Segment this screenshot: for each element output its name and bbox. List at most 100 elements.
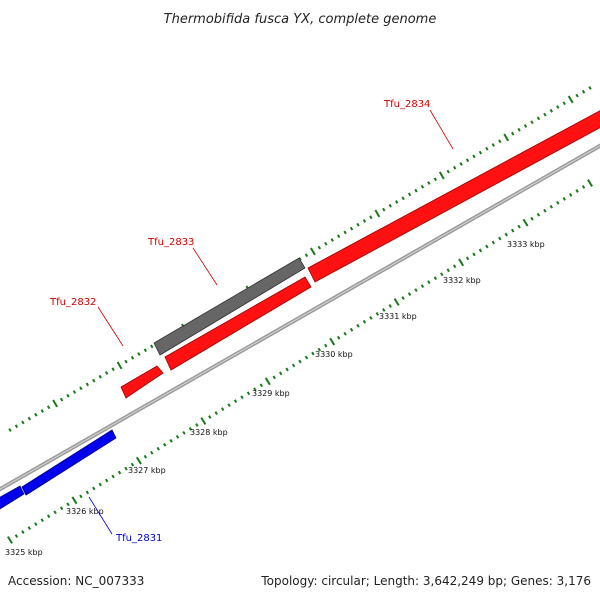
scale-tick bbox=[427, 181, 431, 185]
scale-tick bbox=[324, 343, 328, 348]
scale-tick bbox=[478, 248, 483, 253]
scale-label: 3333 kbp bbox=[507, 240, 545, 249]
scale-tick bbox=[52, 399, 59, 408]
scale-tick bbox=[478, 150, 483, 155]
scale-tick bbox=[259, 383, 264, 388]
map-title: Thermobifida fusca YX, complete genome bbox=[164, 12, 437, 27]
inner-tick-track bbox=[7, 179, 593, 544]
scale-tick bbox=[388, 304, 392, 308]
scale-tick bbox=[111, 367, 115, 372]
scale-tick bbox=[324, 241, 328, 246]
scale-tick bbox=[510, 228, 515, 233]
scale-tick bbox=[137, 352, 141, 356]
scale-tick bbox=[21, 530, 25, 534]
scale-tick bbox=[208, 415, 212, 419]
scale-tick bbox=[438, 171, 445, 180]
scale-tick bbox=[349, 327, 354, 332]
scale-label: 3330 kbp bbox=[315, 350, 353, 359]
scale-tick bbox=[504, 232, 508, 237]
scale-tick bbox=[581, 185, 586, 189]
scale-tick bbox=[46, 405, 51, 410]
scale-tick bbox=[27, 416, 32, 421]
scale-tick bbox=[503, 133, 510, 142]
scale-tick bbox=[40, 518, 44, 523]
scale-tick bbox=[162, 442, 167, 447]
scale-tick bbox=[420, 284, 425, 289]
scale-tick bbox=[343, 331, 347, 336]
scale-tick bbox=[53, 510, 57, 515]
scale-tick bbox=[362, 219, 367, 223]
scale-tick bbox=[349, 226, 354, 231]
scale-label: 3331 kbp bbox=[379, 312, 417, 321]
scale-tick bbox=[34, 522, 38, 527]
scale-tick bbox=[143, 454, 148, 459]
scale-tick bbox=[7, 536, 13, 544]
scale-tick bbox=[143, 348, 148, 353]
genome-summary-text: Topology: circular; Length: 3,642,249 bp… bbox=[261, 574, 591, 588]
scale-tick bbox=[575, 93, 579, 98]
scale-tick bbox=[156, 446, 160, 451]
scale-tick bbox=[14, 534, 19, 538]
scale-tick bbox=[227, 403, 231, 408]
scale-tick bbox=[458, 258, 465, 267]
scale-tick bbox=[465, 256, 470, 261]
gene-label-tfu-2831[interactable]: Tfu_2831 bbox=[115, 533, 162, 544]
scale-tick bbox=[188, 427, 193, 431]
scale-tick bbox=[317, 347, 322, 352]
scale-tick bbox=[34, 412, 38, 417]
scale-tick bbox=[568, 193, 573, 197]
scale-tick bbox=[491, 143, 496, 147]
scale-tick bbox=[343, 230, 347, 235]
scale-tick bbox=[240, 395, 244, 400]
gene-labels: Tfu_2831 Tfu_2832 Tfu_2833 Tfu_2834 bbox=[49, 99, 454, 544]
gene-feature-reverse-partial[interactable] bbox=[0, 485, 25, 512]
scale-tick bbox=[510, 131, 515, 136]
scale-tick bbox=[169, 438, 173, 443]
gene-label-tfu-2834[interactable]: Tfu_2834 bbox=[383, 99, 430, 110]
scale-tick bbox=[485, 244, 489, 249]
scale-tick bbox=[175, 434, 180, 439]
scale-tick bbox=[272, 375, 276, 380]
scale-tick bbox=[336, 335, 341, 340]
scale-tick bbox=[433, 276, 438, 281]
scale-tick bbox=[543, 208, 547, 213]
genome-backbone bbox=[0, 143, 600, 492]
scale-tick bbox=[336, 234, 341, 239]
scale-tick bbox=[59, 506, 64, 511]
accession-text: Accession: NC_007333 bbox=[8, 574, 145, 588]
scale-tick bbox=[66, 393, 70, 398]
scale-tick bbox=[298, 359, 302, 364]
scale-tick bbox=[304, 355, 309, 360]
gene-label-tfu-2833[interactable]: Tfu_2833 bbox=[147, 237, 194, 248]
scale-tick bbox=[329, 337, 336, 346]
scale-tick bbox=[253, 387, 257, 392]
scale-tick bbox=[536, 116, 541, 121]
scale-tick bbox=[130, 355, 135, 360]
scale-tick bbox=[369, 215, 373, 220]
scale-tick bbox=[66, 502, 70, 507]
gene-feature-tfu-2834[interactable] bbox=[307, 108, 600, 283]
scale-tick bbox=[543, 112, 547, 117]
scale-tick bbox=[407, 292, 412, 296]
scale-tick bbox=[581, 89, 586, 94]
gene-feature-tfu-2832[interactable] bbox=[120, 365, 164, 399]
scale-tick bbox=[182, 431, 186, 435]
scale-tick bbox=[214, 411, 218, 415]
scale-tick bbox=[472, 154, 476, 159]
gene-feature-grey[interactable] bbox=[153, 257, 306, 356]
scale-tick bbox=[562, 101, 566, 106]
scale-tick bbox=[278, 371, 283, 376]
scale-tick bbox=[330, 238, 334, 242]
scale-tick bbox=[522, 218, 529, 227]
scale-tick bbox=[588, 86, 592, 90]
scale-tick bbox=[472, 252, 476, 257]
gene-label-tfu-2832[interactable]: Tfu_2832 bbox=[49, 297, 96, 308]
scale-tick bbox=[104, 478, 109, 483]
gene-feature-tfu-2833[interactable] bbox=[164, 276, 312, 371]
gene-feature-tfu-2831[interactable] bbox=[21, 429, 117, 496]
scale-label: 3332 kbp bbox=[443, 276, 481, 285]
scale-tick bbox=[491, 240, 496, 245]
scale-tick bbox=[356, 323, 360, 328]
scale-tick bbox=[14, 424, 19, 429]
scale-tick bbox=[8, 428, 12, 432]
